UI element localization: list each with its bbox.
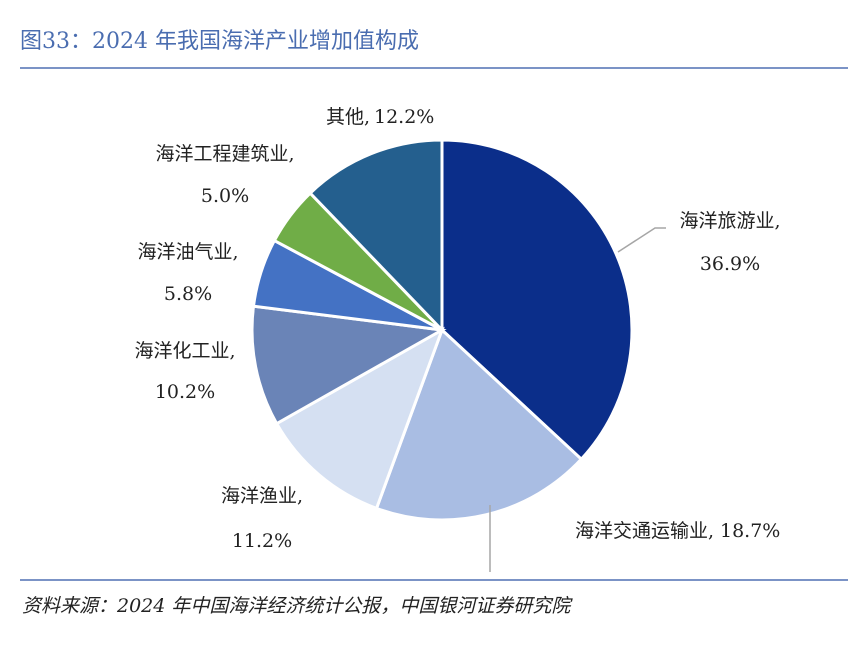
slice-label: 海洋旅游业, [679, 210, 780, 232]
slice-label: 海洋渔业, [221, 485, 303, 507]
pie-slice [250, 304, 447, 426]
value-label: 18.7% [720, 520, 780, 542]
slice-label: 海洋油气业, [137, 241, 238, 263]
slice-label: 海洋化工业, [134, 340, 235, 362]
pie-slice [374, 327, 584, 522]
value-label: 5.8% [164, 283, 212, 305]
value-label: 11.2% [232, 530, 292, 552]
value-label: 5.0% [201, 185, 249, 207]
slice-label: 海洋工程建筑业, [155, 143, 294, 165]
value-label: 12.2% [374, 106, 434, 128]
chart-title: 图33：2024 年我国海洋产业增加值构成 [20, 29, 419, 54]
value-label: 36.9% [700, 253, 760, 275]
value-label: 10.2% [155, 381, 215, 403]
slice-label: 海洋交通运输业, [575, 520, 714, 542]
leader-line [617, 227, 666, 253]
slice-label: 其他, [326, 106, 370, 128]
pie-slice [440, 138, 634, 462]
pie-slice [308, 138, 444, 334]
source: 资料来源：2024 年中国海洋经济统计公报，中国银河证券研究院 [22, 595, 573, 617]
pie-slice [274, 326, 445, 511]
